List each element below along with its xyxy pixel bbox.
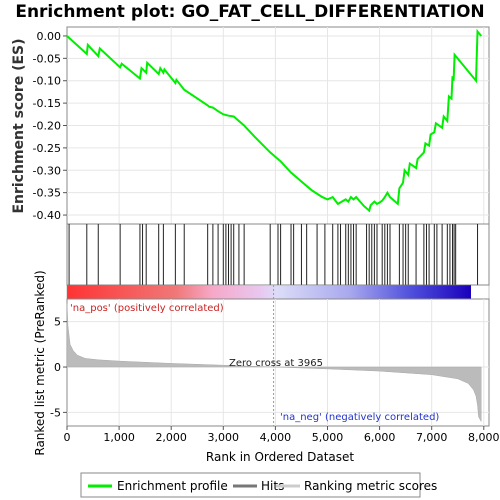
es-y-tick-label: -0.15 [33, 97, 61, 110]
metric-y-tick-label: 0 [54, 361, 61, 374]
x-axis-title: Rank in Ordered Dataset [206, 450, 354, 464]
legend-label-ranking: Ranking metric scores [304, 479, 437, 493]
legend-label-enrichment: Enrichment profile [117, 479, 228, 493]
x-tick-label: 7,000 [416, 431, 448, 444]
es-y-tick-label: -0.40 [33, 209, 61, 222]
enrichment-profile-line [66, 28, 482, 213]
positive-annotation: 'na_pos' (positively correlated) [70, 303, 224, 314]
x-tick-label: 5,000 [312, 431, 344, 444]
metric-panel: 50-5 0 1,000 2,000 3,000 4,000 5,000 6,000 7,00… [33, 270, 500, 464]
es-panel: 0.00 -0.05 -0.10 -0.15 -0.20 -0.25 -0.30 -0.35 -… [11, 26, 490, 225]
metric-x-ticks: 0 1,000 2,000 3,000 4,000 5,000 6,000 7,000 8,00… [64, 426, 500, 444]
es-y-ticks: 0.00 -0.05 -0.10 -0.15 -0.20 -0.25 -0.30 -0.35 -… [33, 30, 67, 222]
x-tick-label: 4,000 [260, 431, 292, 444]
es-y-tick-label: -0.25 [33, 142, 61, 155]
es-y-tick-label: -0.30 [33, 164, 61, 177]
ranking-color-bar [67, 285, 471, 299]
x-tick-label: 8,000 [468, 431, 500, 444]
x-tick-label: 1,000 [103, 431, 135, 444]
ranking-metric-area [66, 303, 482, 423]
metric-y-tick-label: -5 [50, 406, 61, 419]
es-y-tick-label: -0.20 [33, 120, 61, 133]
x-tick-label: 3,000 [208, 431, 240, 444]
negative-annotation: 'na_neg' (negatively correlated) [280, 412, 439, 423]
legend-label-hits: Hits [261, 479, 284, 493]
hit-lines [68, 224, 479, 285]
x-tick-label: 6,000 [364, 431, 396, 444]
es-y-tick-label: -0.10 [33, 75, 61, 88]
es-y-axis-title: Enrichment score (ES) [11, 38, 27, 213]
es-y-tick-label: -0.35 [33, 187, 61, 200]
metric-y-axis-title: Ranked list metric (PreRanked) [33, 270, 47, 455]
chart-title: Enrichment plot: GO_FAT_CELL_DIFFERENTIA… [15, 2, 485, 22]
hits-panel [66, 223, 490, 300]
es-y-tick-label: 0.00 [37, 30, 62, 43]
metric-y-tick-label: 5 [54, 316, 61, 329]
legend: Enrichment profile Hits Ranking metric s… [80, 472, 437, 498]
metric-y-ticks: 5 0 -5 [50, 316, 67, 419]
zero-cross-annotation: Zero cross at 3965 [229, 358, 323, 369]
es-grid [67, 27, 489, 224]
x-tick-label: 0 [64, 431, 71, 444]
es-y-tick-label: -0.05 [33, 52, 61, 65]
x-tick-label: 2,000 [155, 431, 187, 444]
